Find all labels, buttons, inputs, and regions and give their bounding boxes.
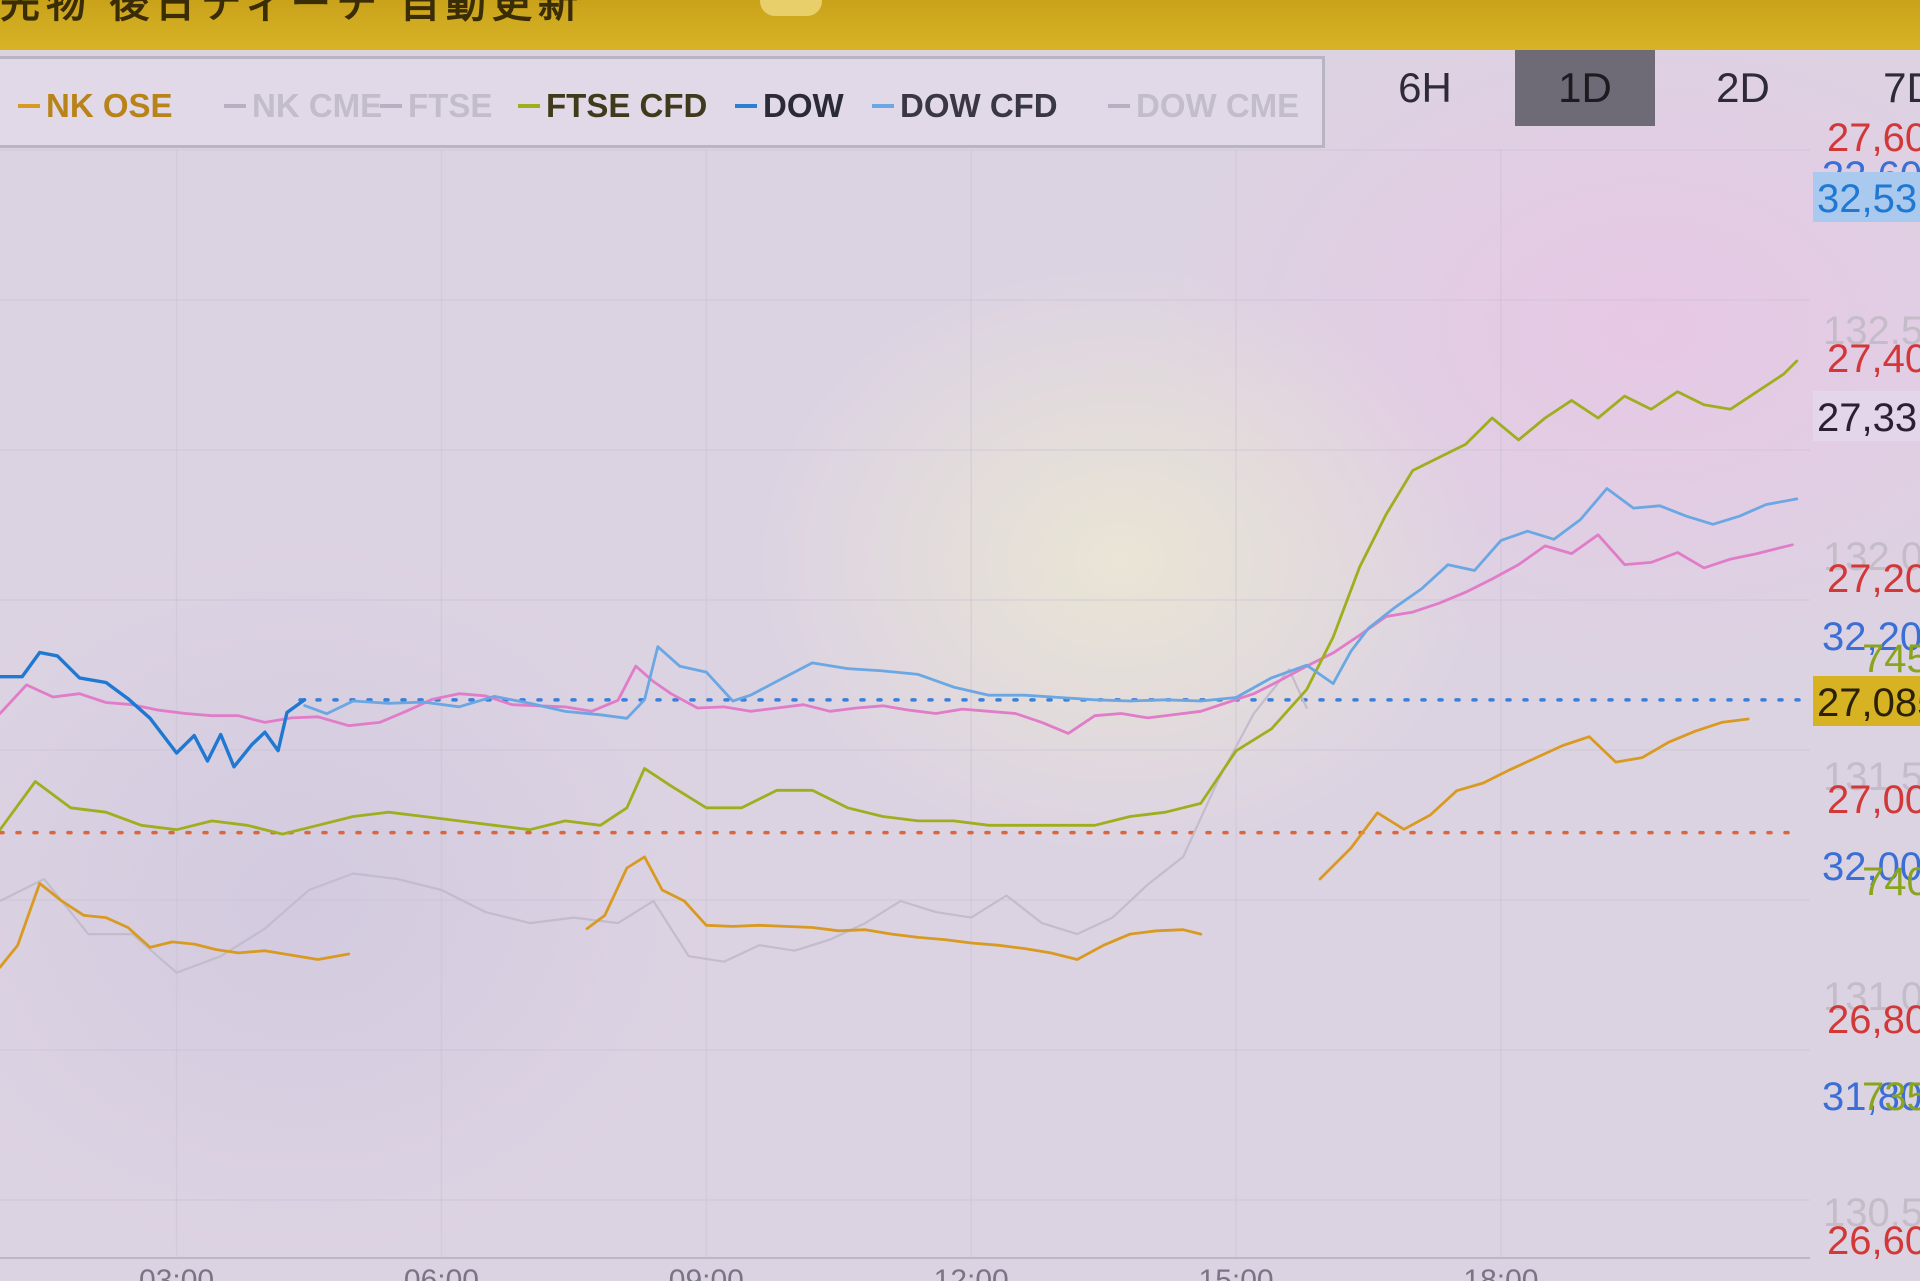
current-value-label: 32,53 bbox=[1817, 177, 1917, 221]
legend-label: DOW CFD bbox=[900, 87, 1058, 124]
x-tick-label: 12:00 bbox=[934, 1264, 1009, 1281]
x-tick-label: 06:00 bbox=[404, 1264, 479, 1281]
current-value-badge bbox=[1813, 172, 1920, 222]
legend-item-dow-cme[interactable]: DOW CME bbox=[1108, 87, 1299, 125]
series-line-pink bbox=[0, 533, 1794, 735]
header-bar: 先物 後日ティーチ 自動更新 bbox=[0, 0, 1920, 50]
series-line-nk-ose bbox=[1318, 717, 1750, 881]
current-value-badge bbox=[1813, 391, 1920, 441]
legend: NK OSE NK CME FTSE FTSE CFD DOW DOW CFD DOW CM… bbox=[0, 56, 1325, 148]
nk-axis-tick: 26,80 bbox=[1827, 998, 1920, 1042]
legend-item-dow-cfd[interactable]: DOW CFD bbox=[872, 87, 1058, 125]
auto-refresh-toggle[interactable] bbox=[760, 0, 822, 16]
nk-axis-tick: 26,60 bbox=[1827, 1219, 1920, 1263]
legend-swatch bbox=[735, 104, 757, 108]
dow-axis-tick: 31,80 bbox=[1822, 1075, 1920, 1119]
jpy-axis-tick: 131.0 bbox=[1823, 975, 1920, 1019]
series-line-grey bbox=[0, 668, 1308, 974]
jpy-axis-tick: 131.5 bbox=[1823, 755, 1920, 799]
legend-swatch bbox=[380, 104, 402, 108]
legend-item-ftse[interactable]: FTSE bbox=[380, 87, 492, 125]
ftse-axis-tick: 745 bbox=[1862, 637, 1920, 681]
legend-swatch bbox=[872, 104, 894, 108]
nk-axis-tick: 27,20 bbox=[1827, 557, 1920, 601]
range-2d-button[interactable]: 2D bbox=[1716, 64, 1770, 111]
series-line-nk-ose bbox=[0, 882, 351, 969]
series-line-ftse-cfd bbox=[0, 359, 1799, 836]
ftse-axis-tick: 735 bbox=[1862, 1075, 1920, 1119]
series-line-nk-ose bbox=[585, 855, 1203, 961]
range-6h-button[interactable]: 6H bbox=[1398, 64, 1452, 111]
legend-swatch bbox=[1108, 104, 1130, 108]
nk-axis-tick: 27,60 bbox=[1827, 116, 1920, 160]
legend-swatch bbox=[18, 104, 40, 108]
range-7d-button[interactable]: 7D bbox=[1883, 64, 1920, 111]
page-title: 先物 後日ティーチ 自動更新 bbox=[0, 0, 584, 26]
current-value-badge bbox=[1813, 676, 1920, 726]
current-value-label: 27,33 bbox=[1817, 396, 1917, 440]
legend-item-nk-cme[interactable]: NK CME bbox=[224, 87, 382, 125]
dow-axis-tick: 32,00 bbox=[1822, 845, 1920, 889]
nk-axis-tick: 27,00 bbox=[1827, 778, 1920, 822]
legend-label: NK CME bbox=[252, 87, 383, 124]
jpy-axis-tick: 132.0 bbox=[1823, 535, 1920, 579]
legend-label: DOW bbox=[763, 87, 844, 124]
legend-swatch bbox=[518, 104, 540, 108]
x-tick-label: 15:00 bbox=[1199, 1264, 1274, 1281]
jpy-axis-tick: 132.5 bbox=[1823, 309, 1920, 353]
series-line-dow bbox=[0, 650, 307, 769]
legend-label: DOW CME bbox=[1136, 87, 1300, 124]
legend-item-nk-ose[interactable]: NK OSE bbox=[18, 87, 173, 125]
legend-label: FTSE bbox=[408, 87, 493, 124]
ftse-axis-tick: 740 bbox=[1862, 860, 1920, 904]
jpy-axis-tick: 130.5 bbox=[1823, 1191, 1920, 1235]
x-tick-label: 18:00 bbox=[1463, 1264, 1538, 1281]
legend-swatch bbox=[224, 104, 246, 108]
nk-axis-tick: 27,40 bbox=[1827, 337, 1920, 381]
x-tick-label: 03:00 bbox=[139, 1264, 214, 1281]
current-value-label: 27,085 bbox=[1817, 681, 1920, 725]
legend-label: NK OSE bbox=[46, 87, 173, 124]
dow-axis-tick: 32,20 bbox=[1822, 615, 1920, 659]
legend-item-ftse-cfd[interactable]: FTSE CFD bbox=[518, 87, 707, 125]
legend-item-dow[interactable]: DOW bbox=[735, 87, 844, 125]
x-tick-label: 09:00 bbox=[669, 1264, 744, 1281]
series-line-dow-cfd bbox=[303, 487, 1799, 720]
range-1d-button[interactable]: 1D bbox=[1515, 50, 1655, 126]
legend-label: FTSE CFD bbox=[546, 87, 708, 124]
